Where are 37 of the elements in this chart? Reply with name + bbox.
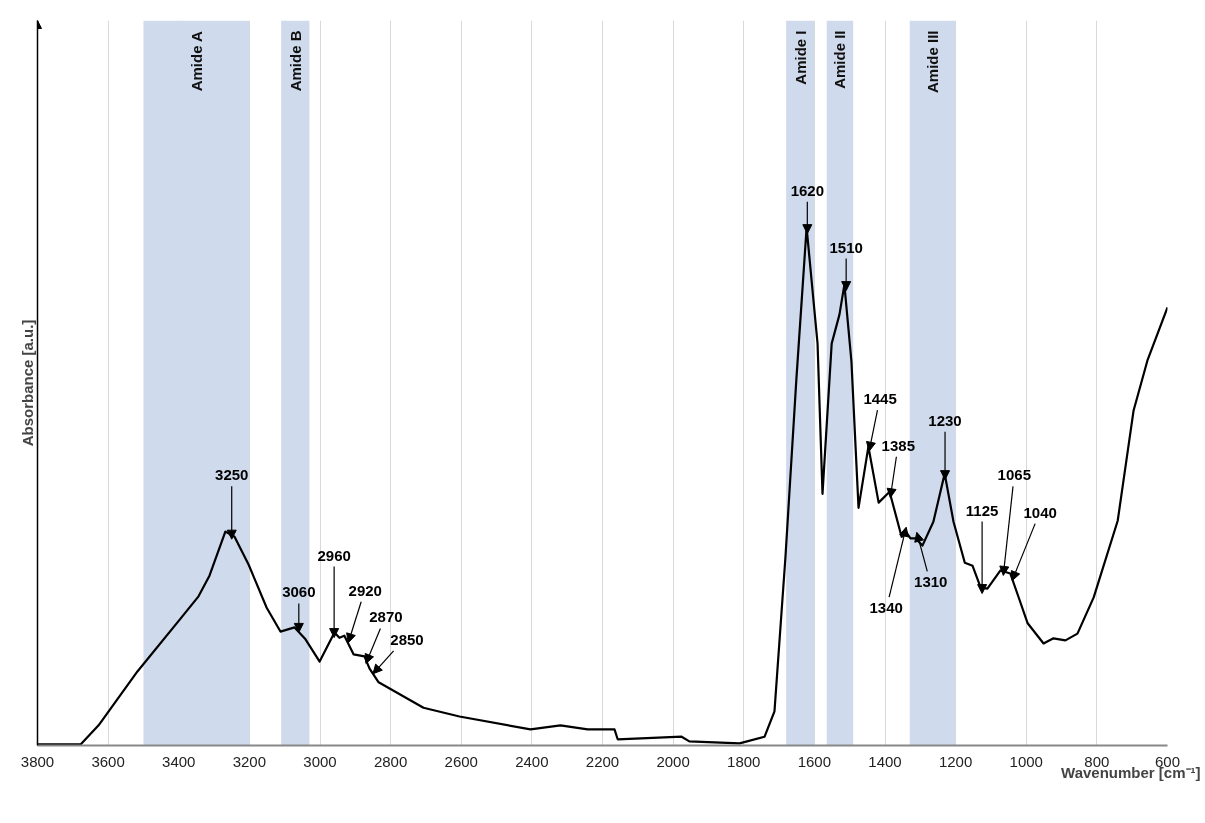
x-tick-label: 3800 xyxy=(20,752,55,770)
annotation: 1310 xyxy=(914,573,948,591)
band-label: Amide A xyxy=(187,30,205,92)
x-tick-label: 2400 xyxy=(515,752,549,770)
annotation: 2920 xyxy=(348,581,382,599)
annotation: 1040 xyxy=(1023,503,1057,521)
band-label: Amide I xyxy=(791,30,809,85)
annotation: 1620 xyxy=(790,181,824,199)
annotation: 2960 xyxy=(317,546,351,564)
x-tick-label: 3400 xyxy=(162,752,196,770)
x-tick-label: 3600 xyxy=(91,752,125,770)
annotation: 1385 xyxy=(881,436,915,454)
annotation: 1445 xyxy=(863,390,897,408)
x-tick-label: 1000 xyxy=(1009,752,1043,770)
annotation: 1340 xyxy=(869,599,903,617)
band-label: Amide B xyxy=(286,30,304,92)
y-axis-title: Absorbance [a.u.] xyxy=(18,319,36,447)
annotation: 1230 xyxy=(928,411,962,429)
x-tick-label: 1800 xyxy=(727,752,761,770)
x-tick-label: 1400 xyxy=(868,752,902,770)
annotation: 1510 xyxy=(829,238,863,256)
x-tick-label: 3200 xyxy=(232,752,267,770)
annotation: 2870 xyxy=(369,608,403,626)
annotation: 1125 xyxy=(965,501,999,519)
x-tick-label: 2600 xyxy=(444,752,478,770)
x-tick-label: 3000 xyxy=(303,752,337,770)
x-tick-label: 1200 xyxy=(938,752,973,770)
annotation: 2850 xyxy=(390,630,424,648)
annotation: 1065 xyxy=(997,466,1031,484)
band-label: Amide II xyxy=(831,30,849,89)
x-tick-label: 2000 xyxy=(656,752,690,770)
band-label: Amide III xyxy=(924,30,942,94)
x-tick-label: 1600 xyxy=(797,752,832,770)
annotation: 3060 xyxy=(282,583,316,601)
x-tick-label: 2800 xyxy=(373,752,408,770)
annotation: 3250 xyxy=(215,466,249,484)
x-tick-label: 2200 xyxy=(585,752,620,770)
